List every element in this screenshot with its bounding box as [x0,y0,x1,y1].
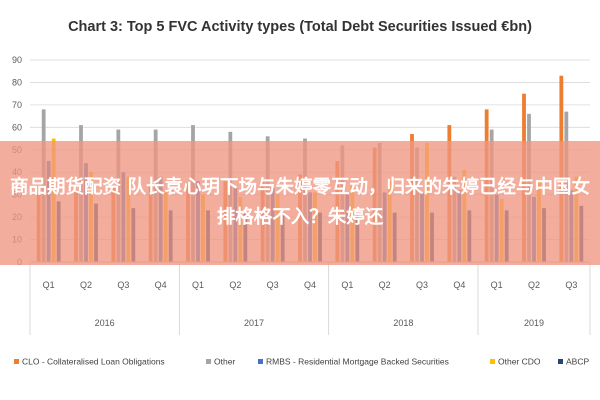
year-label: 2017 [244,318,264,328]
legend: CLO - Collateralised Loan Obligations Oth… [14,357,589,367]
x-tick-label: Q1 [43,280,55,290]
year-label: 2018 [393,318,413,328]
x-tick-label: Q2 [229,280,241,290]
x-tick-label: Q4 [304,280,316,290]
x-tick-label: Q2 [80,280,92,290]
y-tick-label: 90 [12,55,22,65]
x-tick-label: Q3 [267,280,279,290]
legend-entry: RMBS - Residential Mortgage Backed Secur… [266,357,449,367]
banner-text: 商品期货配资 队长袁心玥下场与朱婷零互动，归来的朱婷已经与中国女排格格不入？朱婷… [10,177,590,228]
y-tick-label: 60 [12,122,22,132]
x-axis: Q1 Q2 Q3 Q4 Q1 Q2 Q3 Q4 Q1 Q2 Q3 Q4 Q1 Q2 Q3 2016 2017 20… [29,261,591,335]
legend-swatch [14,359,19,364]
x-tick-label: Q2 [528,280,540,290]
legend-swatch [206,359,211,364]
x-tick-label: Q1 [491,280,503,290]
y-tick-label: 70 [12,100,22,110]
x-tick-label: Q4 [453,280,465,290]
overlay-banner: 商品期货配资 队长袁心玥下场与朱婷零互动，归来的朱婷已经与中国女排格格不入？朱婷… [0,141,600,265]
legend-swatch [258,359,263,364]
x-tick-label: Q4 [155,280,167,290]
x-tick-label: Q3 [416,280,428,290]
x-tick-label: Q3 [565,280,577,290]
legend-swatch [558,359,563,364]
y-tick-label: 80 [12,77,22,87]
legend-entry: Other [214,357,235,367]
x-tick-label: Q1 [341,280,353,290]
x-tick-label: Q2 [379,280,391,290]
year-label: 2019 [524,318,544,328]
legend-entry: ABCP [566,357,589,367]
legend-entry: CLO - Collateralised Loan Obligations [22,357,165,367]
x-tick-label: Q1 [192,280,204,290]
chart-title: Chart 3: Top 5 FVC Activity types (Total… [68,19,532,35]
legend-swatch [490,359,495,364]
legend-entry: Other CDO [498,357,541,367]
x-tick-label: Q3 [117,280,129,290]
year-label: 2016 [95,318,115,328]
